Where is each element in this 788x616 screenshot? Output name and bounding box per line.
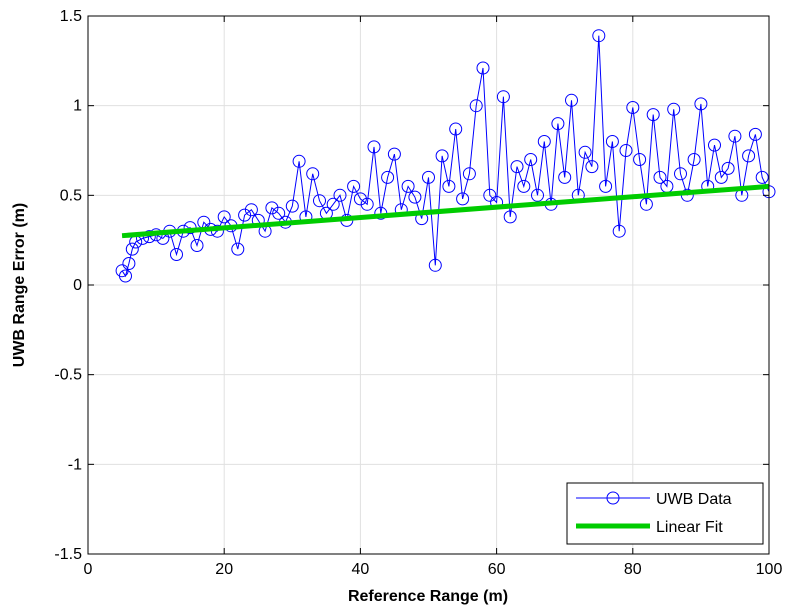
uwb-data-point [619,144,633,157]
uwb-data-point [122,257,136,270]
uwb-data-point [674,167,687,181]
uwb-data-point [517,179,531,193]
uwb-data-point [633,153,647,166]
uwb-data-point [605,135,619,148]
uwb-data-point [626,101,640,114]
uwb-data-point [755,170,769,184]
legend-box [566,482,764,545]
uwb-data-point [639,197,653,211]
uwb-data-point [190,239,204,252]
x-tick-label: 80 [624,561,642,578]
uwb-data-point [496,90,510,104]
uwb-data-point [142,230,156,244]
uwb-data-point [428,258,442,272]
uwb-data-point [217,210,231,224]
fit-layer [121,183,770,239]
uwb-data-point [435,149,449,163]
uwb-data-point [646,108,660,122]
uwb-data-point [510,160,524,174]
uwb-data-point [170,248,183,261]
uwb-data-point [469,99,483,113]
uwb-data-point [360,197,374,211]
uwb-data-point [306,167,320,181]
uwb-data-point [551,117,565,131]
uwb-data-point [125,242,139,256]
ticks: 0 20 40 60 80 100 -1.5 -1 -0.5 0 0.5 1 1.5 [54,8,782,578]
uwb-data-point [353,192,367,206]
uwb-data-point [272,206,286,220]
y-tick-label: 0.5 [60,187,82,204]
uwb-data-point [483,188,497,202]
uwb-data-point [585,160,599,174]
uwb-data-point [728,129,742,143]
uwb-data-point [612,224,626,238]
uwb-data-point [721,161,735,175]
uwb-data-point [449,122,463,136]
y-tick-label: 1.5 [60,8,82,25]
x-axis-label: Reference Range (m) [348,588,508,605]
uwb-data-point [333,188,347,202]
uwb-data-point [653,170,667,184]
x-tick-label: 100 [756,561,783,578]
uwb-data-point [231,242,245,256]
uwb-data-point [708,138,721,152]
uwb-data-point [565,93,578,107]
uwb-data-point [578,145,592,159]
uwb-data-point [599,179,613,193]
y-tick-label: 0 [73,277,82,294]
x-tick-label: 20 [215,561,233,578]
uwb-data-point [531,188,544,202]
uwb-data-point [442,179,456,193]
uwb-data-point [326,197,340,211]
uwb-data-point [347,179,361,193]
legend-uwb-marker [606,491,620,505]
uwb-data-point [265,201,279,215]
uwb-data-point [456,192,470,206]
uwb-data-point [748,127,762,141]
uwb-data-point [687,153,701,166]
uwb-data-point [401,179,415,193]
x-tick-label: 60 [488,561,506,578]
uwb-data-point [537,135,551,148]
uwb-data-point [119,269,132,283]
linear-fit-line [121,183,770,239]
uwb-data-point [592,29,606,43]
uwb-data-point [503,210,517,224]
uwb-data-point [313,194,326,208]
uwb-data-point [408,190,422,204]
y-axis-label: UWB Range Error (m) [11,203,28,367]
uwb-data-point [694,97,708,111]
y-tick-label: -1 [68,456,82,473]
uwb-data-point [667,102,681,116]
legend: UWB Data Linear Fit [566,482,764,545]
uwb-data-point [367,140,381,154]
y-tick-label: -0.5 [54,367,82,384]
legend-uwb-label: UWB Data [656,491,732,508]
uwb-data-point [292,154,306,168]
y-tick-label: 1 [73,98,82,115]
uwb-data-point [422,170,435,184]
uwb-data-point [476,61,490,75]
uwb-data-point [714,170,728,184]
uwb-data-point [462,167,476,181]
legend-fit-label: Linear Fit [656,519,723,536]
uwb-data-point [524,153,538,166]
uwb-data-point [285,199,299,213]
uwb-data-point [742,149,756,163]
x-tick-label: 40 [352,561,370,578]
uwb-data-point [387,147,401,161]
uwb-data-point [558,170,572,184]
uwb-data-point [238,208,252,222]
uwb-data-point [244,203,258,217]
x-tick-label: 0 [84,561,93,578]
uwb-data-point [381,170,395,184]
y-tick-label: -1.5 [54,546,82,563]
